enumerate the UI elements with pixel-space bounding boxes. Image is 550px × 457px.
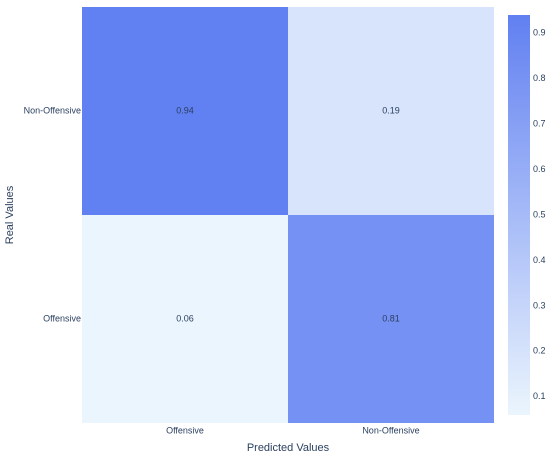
colorbar-tick-label: 0.3 <box>533 300 546 310</box>
cell-label: 0.06 <box>176 313 194 323</box>
heatmap-cell <box>82 7 288 215</box>
x-tick-label: Non-Offensive <box>362 425 419 435</box>
colorbar-tick-label: 0.5 <box>533 209 546 219</box>
x-tick-label: Offensive <box>166 425 204 435</box>
heatmap-cell <box>288 215 494 423</box>
cell-label: 0.81 <box>382 313 400 323</box>
colorbar-tick-label: 0.7 <box>533 118 546 128</box>
cell-label: 0.19 <box>382 105 400 115</box>
colorbar-tick-label: 0.8 <box>533 73 546 83</box>
colorbar-tick-label: 0.2 <box>533 346 546 356</box>
cell-label: 0.94 <box>176 105 194 115</box>
heatmap-cell <box>288 7 494 215</box>
x-axis-title: Predicted Values <box>247 442 330 454</box>
y-axis-title: Real Values <box>4 185 16 244</box>
colorbar-tick-label: 0.9 <box>533 28 546 38</box>
y-tick-label: Non-Offensive <box>24 105 81 115</box>
colorbar-tick-label: 0.1 <box>533 391 546 401</box>
colorbar-tick-label: 0.4 <box>533 255 546 265</box>
y-tick-label: Offensive <box>43 313 81 323</box>
heatmap-cell <box>82 215 288 423</box>
colorbar <box>508 15 530 415</box>
colorbar-tick-label: 0.6 <box>533 164 546 174</box>
